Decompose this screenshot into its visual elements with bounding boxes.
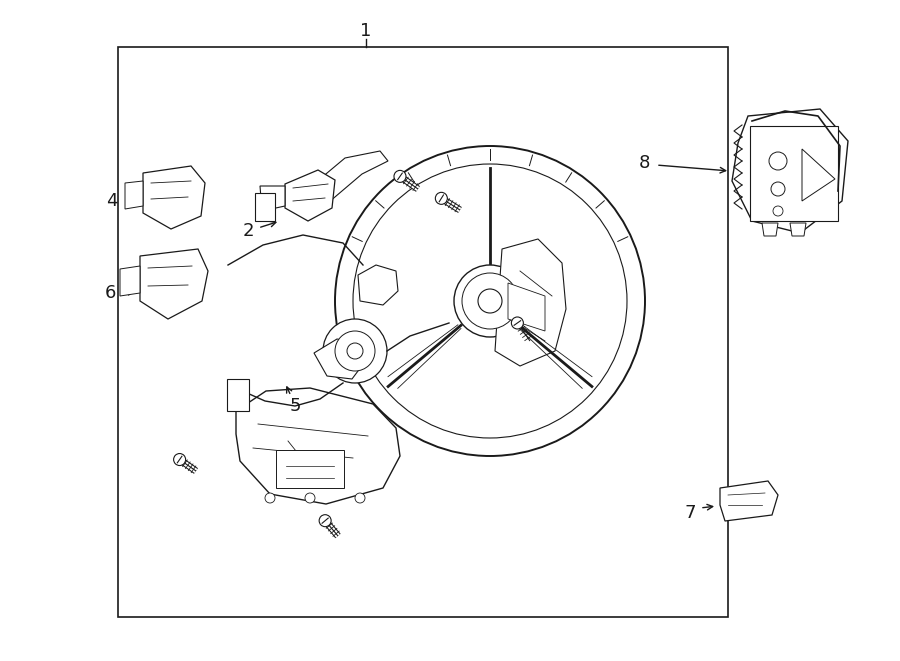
Circle shape: [355, 493, 365, 503]
Circle shape: [511, 317, 524, 329]
Circle shape: [462, 273, 518, 329]
Circle shape: [335, 331, 375, 371]
Circle shape: [347, 343, 363, 359]
Polygon shape: [140, 249, 208, 319]
Circle shape: [454, 265, 526, 337]
Polygon shape: [802, 149, 835, 201]
Bar: [227, 379, 249, 411]
Circle shape: [265, 493, 275, 503]
Bar: [750, 126, 838, 221]
Text: 8: 8: [638, 154, 650, 172]
Polygon shape: [285, 170, 335, 221]
Polygon shape: [125, 181, 143, 209]
Polygon shape: [302, 151, 388, 208]
Text: 1: 1: [360, 22, 372, 40]
Text: 7: 7: [684, 504, 696, 522]
Text: 2: 2: [242, 222, 254, 240]
Circle shape: [305, 493, 315, 503]
Polygon shape: [720, 481, 778, 521]
Circle shape: [436, 192, 447, 204]
Circle shape: [174, 453, 185, 465]
Polygon shape: [314, 339, 364, 379]
Polygon shape: [236, 388, 400, 504]
Circle shape: [335, 146, 645, 456]
Polygon shape: [358, 265, 398, 305]
Text: 3: 3: [376, 282, 388, 300]
Circle shape: [769, 152, 787, 170]
Circle shape: [394, 171, 406, 182]
Circle shape: [771, 182, 785, 196]
Text: 4: 4: [106, 192, 118, 210]
Polygon shape: [762, 223, 778, 236]
Bar: [276, 450, 344, 488]
Circle shape: [773, 206, 783, 216]
Circle shape: [323, 319, 387, 383]
Polygon shape: [732, 109, 848, 233]
Text: 6: 6: [104, 284, 116, 302]
Circle shape: [478, 289, 502, 313]
Bar: [118, 47, 728, 617]
Polygon shape: [790, 223, 806, 236]
Circle shape: [320, 515, 331, 527]
Polygon shape: [508, 283, 545, 331]
Text: 5: 5: [289, 397, 301, 415]
Circle shape: [353, 164, 627, 438]
Polygon shape: [143, 166, 205, 229]
Bar: [255, 193, 275, 221]
Polygon shape: [120, 266, 140, 296]
Polygon shape: [260, 186, 285, 211]
Polygon shape: [495, 239, 566, 366]
